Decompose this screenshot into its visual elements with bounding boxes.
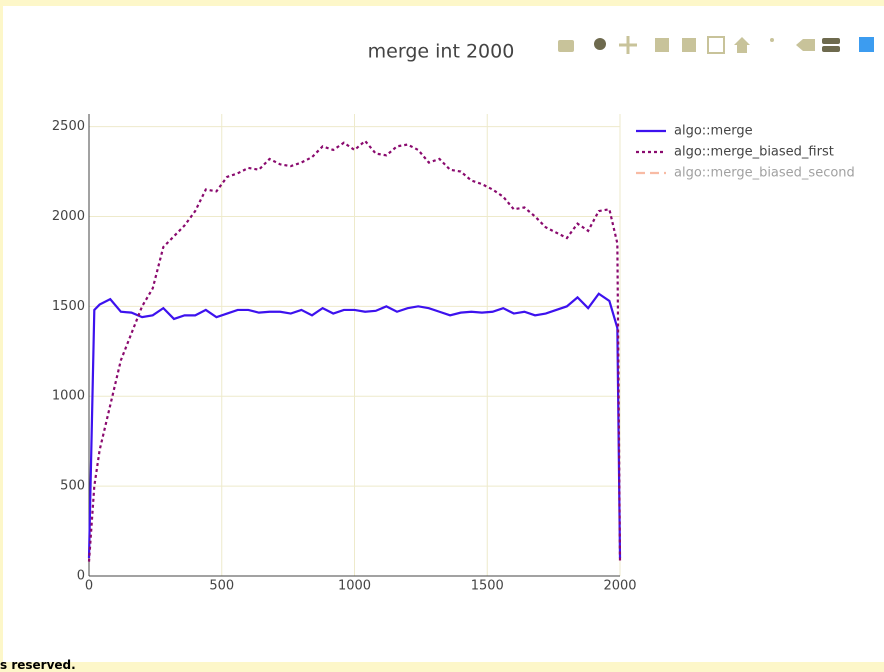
x-tick-label: 0 <box>85 579 93 594</box>
legend-label: algo::merge <box>674 124 753 139</box>
hover-compare-icon-part <box>822 46 840 52</box>
toolbar[interactable] <box>558 36 874 54</box>
zoom-icon[interactable] <box>594 38 606 50</box>
hover-closest-icon[interactable] <box>796 39 815 51</box>
pan-icon[interactable] <box>619 36 637 54</box>
spike-icon[interactable] <box>770 38 774 42</box>
hover-compare-icon[interactable] <box>822 38 840 44</box>
x-tick-label: 1000 <box>338 579 371 594</box>
autoscale-icon[interactable] <box>707 36 725 54</box>
frame <box>3 6 884 662</box>
camera-icon[interactable] <box>558 40 574 52</box>
legend-label: algo::merge_biased_second <box>674 166 855 181</box>
legend-label: algo::merge_biased_first <box>674 145 834 160</box>
zoom-in-icon[interactable] <box>655 38 669 52</box>
line-series <box>87 139 622 562</box>
x-tick-label: 2000 <box>603 579 636 594</box>
x-tick-label: 500 <box>209 579 234 594</box>
line-series <box>87 292 622 559</box>
x-tick-label: 1500 <box>471 579 504 594</box>
y-tick-label: 500 <box>60 479 85 494</box>
y-tick-label: 1000 <box>52 389 85 404</box>
y-tick-label: 1500 <box>52 299 85 314</box>
y-tick-label: 0 <box>77 569 85 584</box>
chart-title: merge int 2000 <box>368 41 515 63</box>
y-tick-label: 2000 <box>52 209 85 224</box>
y-tick-label: 2500 <box>52 119 85 134</box>
zoom-out-icon[interactable] <box>682 38 696 52</box>
home-icon[interactable] <box>734 37 750 53</box>
plotly-logo[interactable] <box>859 37 874 52</box>
